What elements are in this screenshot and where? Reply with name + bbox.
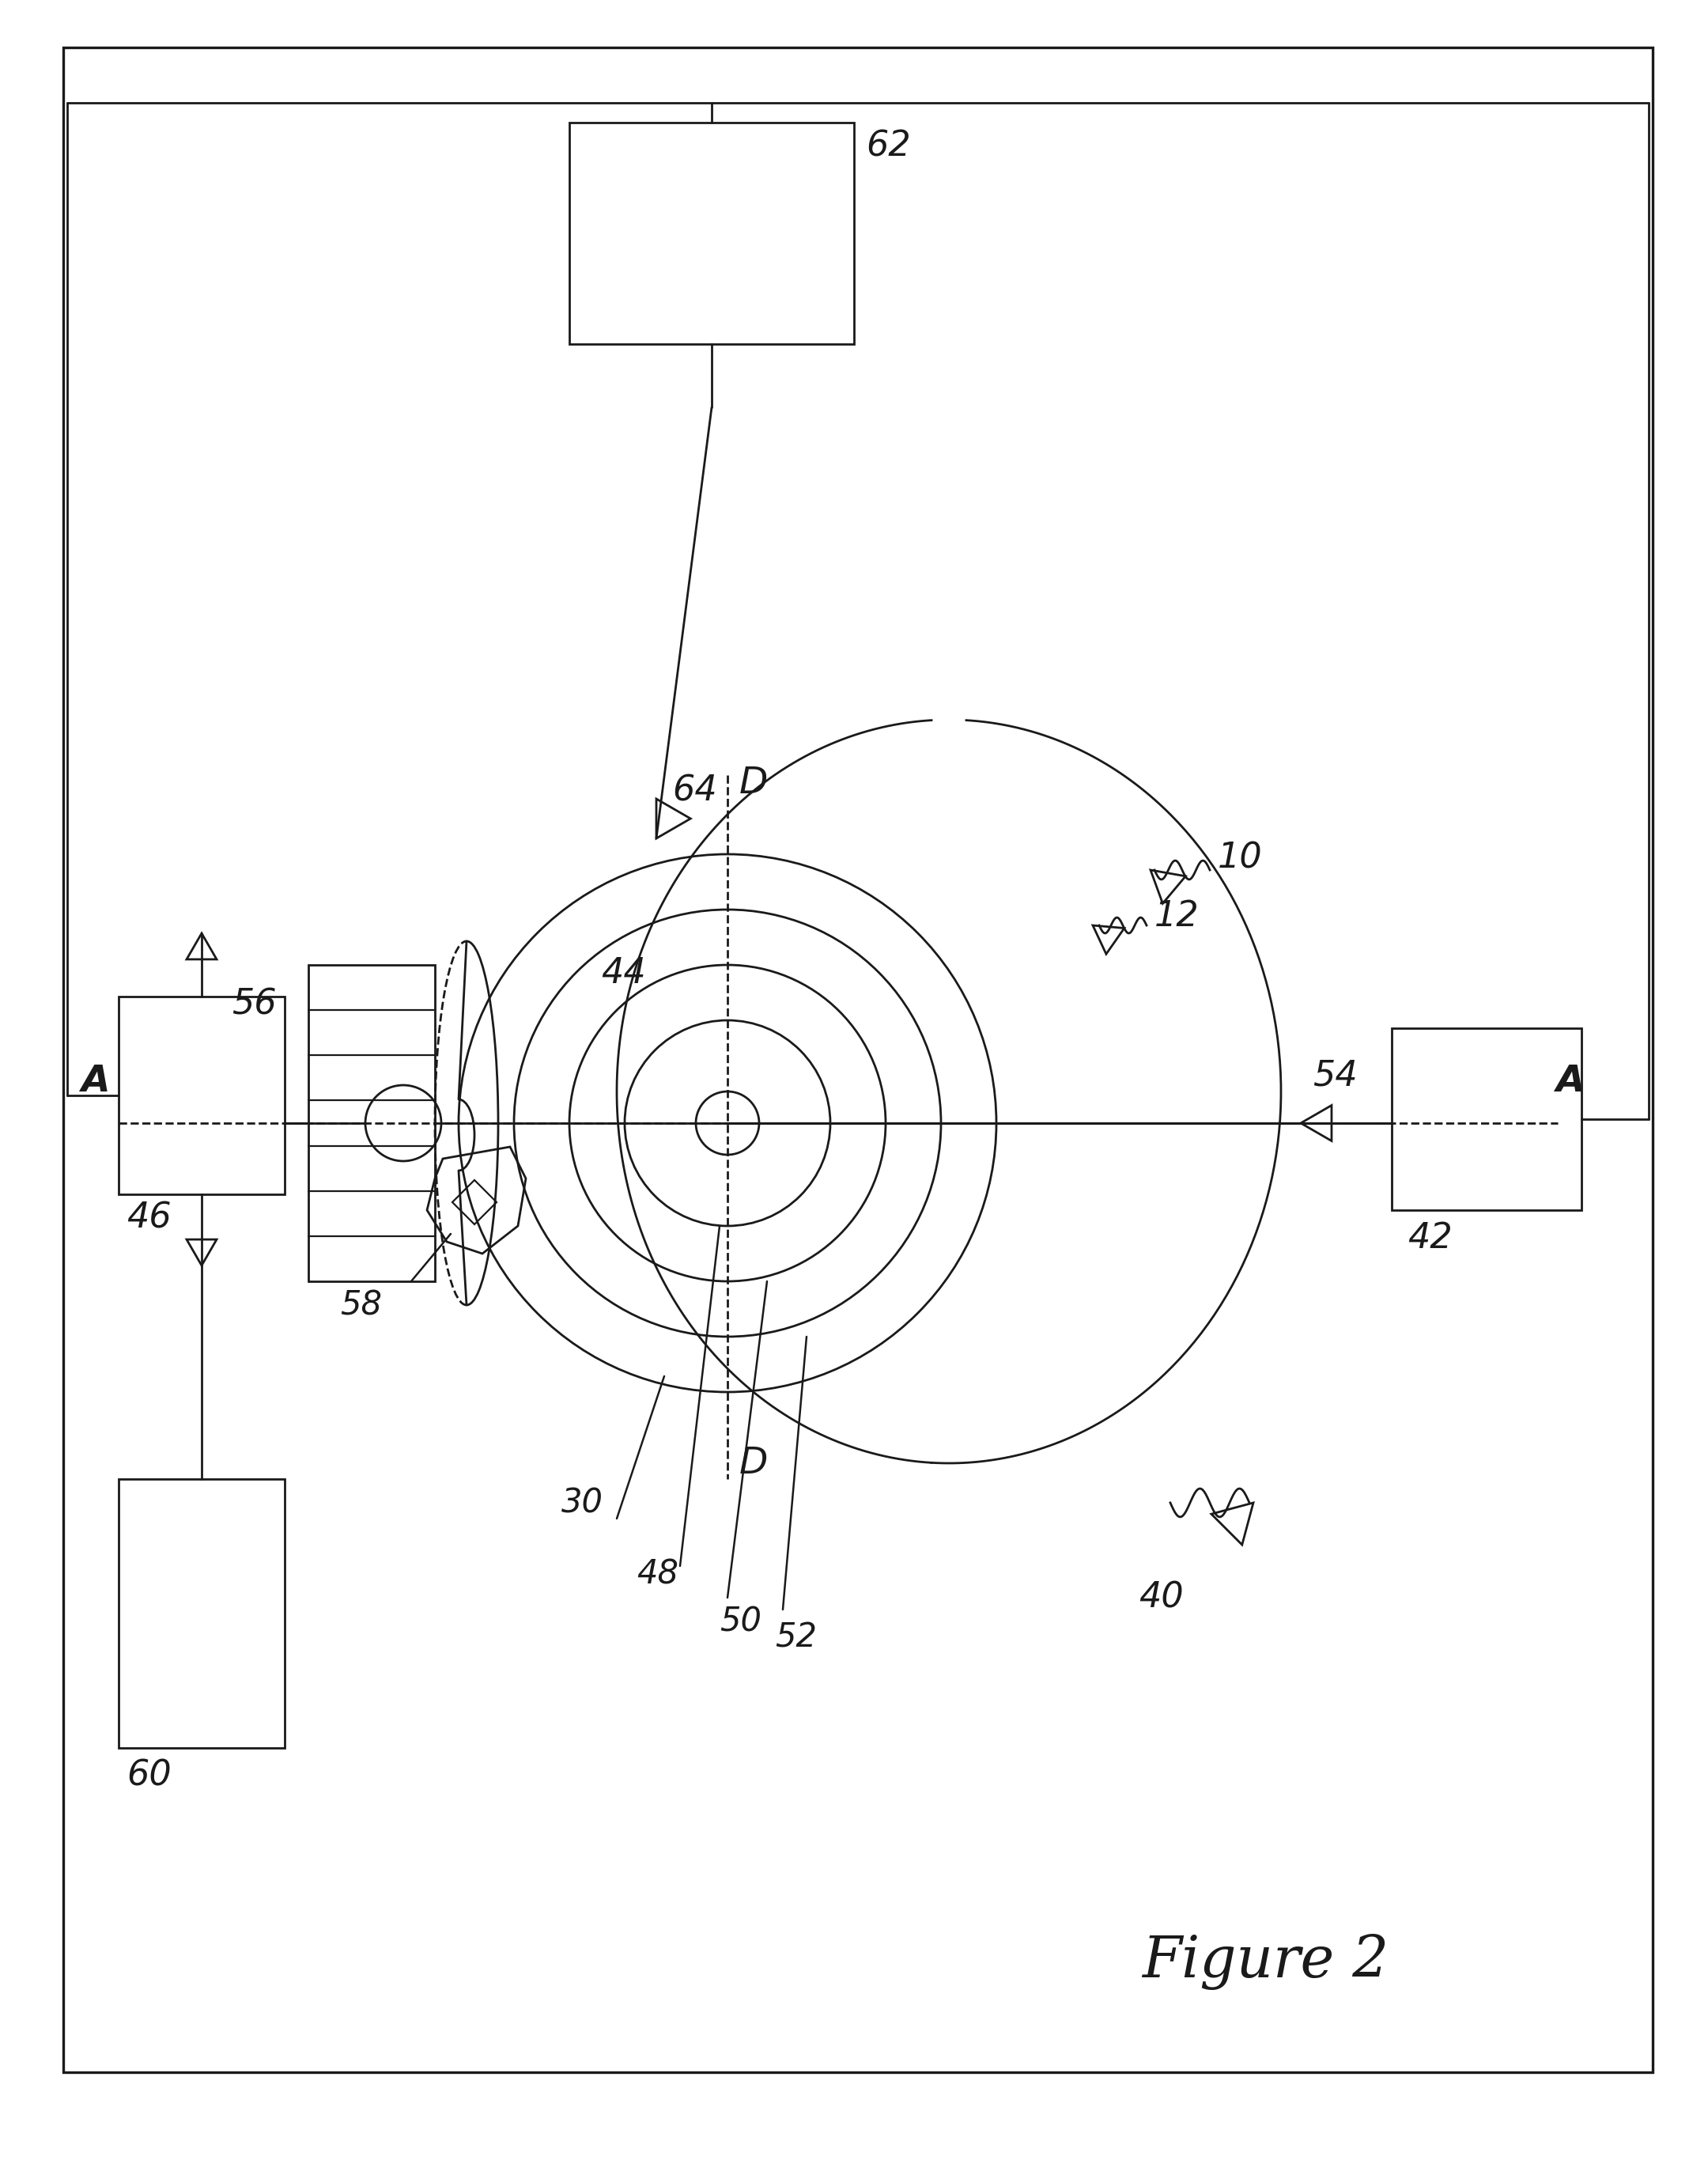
Text: A: A <box>1556 1063 1583 1100</box>
Bar <box>1392 1028 1582 1209</box>
Text: D: D <box>740 1445 769 1482</box>
Text: 10: 10 <box>1218 841 1262 876</box>
Text: D: D <box>740 765 769 802</box>
Text: 40: 40 <box>1139 1580 1184 1615</box>
Text: 48: 48 <box>637 1558 678 1591</box>
Bar <box>309 965 436 1281</box>
Text: 30: 30 <box>562 1486 603 1519</box>
Text: 60: 60 <box>126 1758 171 1793</box>
Text: 58: 58 <box>340 1288 383 1323</box>
Bar <box>118 1480 285 1748</box>
Text: A: A <box>80 1063 109 1100</box>
Bar <box>118 996 285 1194</box>
Text: 64: 64 <box>673 774 717 808</box>
Text: 54: 54 <box>1313 1059 1358 1092</box>
Text: 12: 12 <box>1155 900 1199 933</box>
Text: 56: 56 <box>232 987 277 1022</box>
Text: 44: 44 <box>601 957 646 989</box>
Text: 50: 50 <box>719 1604 762 1639</box>
Text: 52: 52 <box>775 1621 816 1654</box>
Bar <box>569 122 854 344</box>
Text: 42: 42 <box>1407 1220 1452 1255</box>
Text: 46: 46 <box>126 1201 171 1235</box>
Text: 62: 62 <box>866 129 910 163</box>
Text: Figure 2: Figure 2 <box>1141 1933 1389 1989</box>
